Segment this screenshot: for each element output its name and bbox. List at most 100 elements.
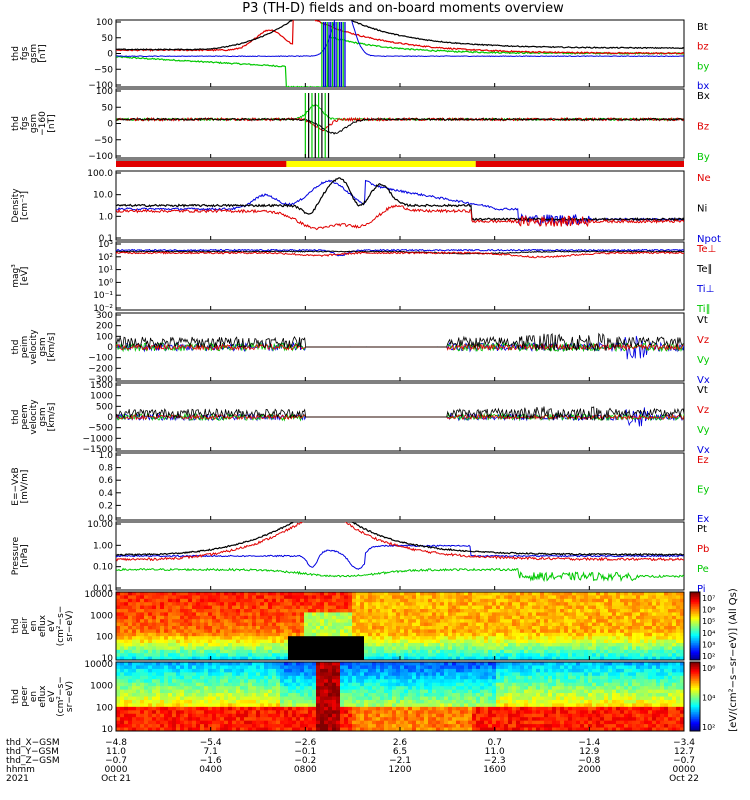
spectrogram-cell — [288, 696, 293, 701]
spectrogram-cell — [264, 646, 269, 651]
spectrogram-cell — [320, 605, 325, 610]
spectrogram-cell — [524, 619, 529, 623]
spectrogram-cell — [500, 653, 505, 657]
spectrogram-cell — [396, 653, 401, 657]
spectrogram-cell — [204, 592, 209, 596]
spectrogram-cell — [148, 662, 153, 666]
spectrogram-cell — [172, 609, 177, 613]
spectrogram-cell — [184, 602, 189, 606]
spectrogram-cell — [644, 595, 649, 600]
spectrogram-cell — [324, 598, 329, 603]
spectrogram-cell — [224, 699, 229, 704]
spectrogram-cell — [520, 612, 525, 617]
spectrogram-cell — [244, 682, 249, 687]
spectrogram-cell — [320, 615, 325, 620]
spectrogram-cell — [392, 646, 397, 651]
spectrogram-cell — [632, 592, 637, 596]
spectrogram-cell — [120, 720, 125, 725]
legend-label: by — [697, 61, 709, 72]
spectrogram-cell — [672, 595, 677, 600]
spectrogram-cell — [612, 619, 617, 623]
spectrogram-cell — [116, 682, 121, 687]
spectrogram-cell — [320, 682, 325, 687]
spectrogram-cell — [548, 615, 553, 620]
spectrogram-cell — [244, 643, 249, 647]
spectrogram-cell — [120, 703, 125, 708]
spectrogram-cell — [288, 724, 293, 728]
spectrogram-cell — [216, 615, 221, 620]
spectrogram-cell — [272, 679, 277, 684]
spectrogram-cell — [164, 643, 169, 647]
spectrogram-cell — [568, 656, 573, 661]
spectrogram-cell — [548, 595, 553, 600]
spectrogram-cell — [492, 592, 497, 596]
spectrogram-cell — [652, 592, 657, 596]
spectrogram-cell — [664, 605, 669, 610]
spectrogram-cell — [288, 612, 293, 617]
spectrogram-cell — [304, 605, 309, 610]
spectrogram-cell — [412, 656, 417, 661]
y-axis-label: mag³ [eV] — [11, 264, 30, 288]
spectrogram-cell — [460, 662, 465, 666]
spectrogram-cell — [420, 710, 425, 715]
spectrogram-cell — [168, 619, 173, 623]
spectrogram-cell — [464, 710, 469, 715]
spectrogram-cell — [132, 713, 137, 718]
spectrogram-cell — [188, 622, 193, 627]
spectrogram-cell — [436, 679, 441, 684]
spectrogram-cell — [636, 619, 641, 623]
spectrogram-cell — [248, 629, 253, 634]
spectrogram-cell — [300, 595, 305, 600]
spectrogram-cell — [544, 649, 549, 654]
spectrogram-cell — [328, 689, 333, 694]
spectrogram-cell — [124, 686, 129, 690]
spectrogram-cell — [164, 646, 169, 651]
spectrogram-cell — [316, 672, 321, 677]
spectrogram-cell — [184, 689, 189, 694]
spectrogram-cell — [464, 639, 469, 644]
spectrogram-cell — [520, 629, 525, 634]
spectrogram-cell — [148, 710, 153, 715]
spectrogram-cell — [512, 609, 517, 613]
spectrogram-cell — [416, 653, 421, 657]
spectrogram-cell — [184, 619, 189, 623]
spectrogram-cell — [580, 643, 585, 647]
spectrogram-cell — [296, 605, 301, 610]
spectrogram-cell — [200, 689, 205, 694]
spectrogram-cell — [396, 592, 401, 596]
spectrogram-cell — [392, 636, 397, 640]
spectrogram-cell — [272, 653, 277, 657]
spectrogram-cell — [564, 643, 569, 647]
spectrogram-cell — [248, 602, 253, 606]
spectrogram-cell — [384, 626, 389, 630]
spectrogram-cell — [128, 595, 133, 600]
spectrogram-cell — [472, 639, 477, 644]
spectrogram-cell — [136, 653, 141, 657]
spectrogram-cell — [668, 619, 673, 623]
spectrogram-cell — [668, 632, 673, 637]
spectrogram-cell — [216, 639, 221, 644]
spectrogram-cell — [168, 665, 173, 670]
spectrogram-cell — [248, 706, 253, 711]
spectrogram-cell — [520, 653, 525, 657]
spectrogram-cell — [412, 665, 417, 670]
spectrogram-cell — [548, 619, 553, 623]
spectrogram-cell — [168, 724, 173, 728]
spectrogram-cell — [492, 632, 497, 637]
spectrogram-cell — [476, 626, 481, 630]
spectrogram-cell — [336, 672, 341, 677]
spectrogram-cell — [344, 699, 349, 704]
spectrogram-cell — [656, 592, 661, 596]
spectrogram-cell — [628, 609, 633, 613]
spectrogram-cell — [580, 619, 585, 623]
spectrogram-cell — [356, 672, 361, 677]
spectrogram-cell — [196, 619, 201, 623]
spectrogram-cell — [488, 629, 493, 634]
spectrogram-cell — [628, 649, 633, 654]
spectrogram-cell — [628, 622, 633, 627]
spectrogram-cell — [348, 703, 353, 708]
spectrogram-cell — [244, 727, 249, 732]
spectrogram-cell — [252, 717, 257, 722]
y-tick-label: 100 — [96, 18, 113, 28]
spectrogram-cell — [160, 689, 165, 694]
